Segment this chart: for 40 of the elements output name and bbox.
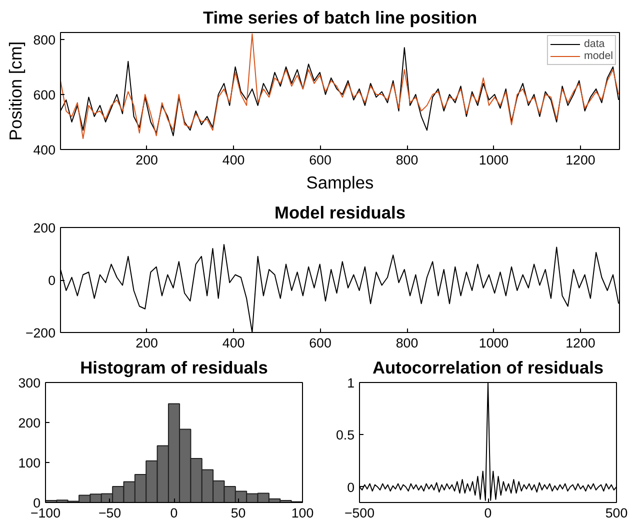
x-axis-title: Samples <box>306 172 374 192</box>
y-tick-label: 0 <box>33 496 41 510</box>
y-tick-label: 300 <box>18 376 41 390</box>
x-tick-label: 0 <box>484 506 492 520</box>
x-tick-label: 800 <box>396 336 418 350</box>
legend-label: model <box>584 50 613 62</box>
chart-title: Time series of batch line position <box>202 8 478 28</box>
chart-title: Autocorrelation of residuals <box>372 358 604 378</box>
x-tick-label: 600 <box>309 336 332 350</box>
x-tick-label: 400 <box>222 336 245 350</box>
x-tick-label: 1200 <box>566 152 596 168</box>
x-tick-label: 800 <box>396 152 418 168</box>
y-tick-label: 400 <box>33 142 56 158</box>
x-tick-label: −50 <box>98 506 122 520</box>
y-tick-label: −200 <box>25 326 56 340</box>
chart-title: Histogram of residuals <box>80 358 268 378</box>
y-tick-label: 0 <box>48 273 56 288</box>
x-tick-label: 500 <box>605 506 628 520</box>
x-tick-label: 1200 <box>566 336 596 350</box>
y-tick-label: 0.5 <box>336 428 355 443</box>
x-tick-label: 600 <box>309 152 332 168</box>
x-tick-label: 1000 <box>478 152 509 168</box>
y-tick-label: 200 <box>18 416 41 430</box>
x-tick-label: 100 <box>291 506 314 520</box>
x-tick-label: 0 <box>170 506 178 520</box>
x-tick-label: −500 <box>344 506 375 520</box>
y-tick-label: 800 <box>33 32 56 48</box>
chart-title: Model residuals <box>274 202 406 222</box>
x-tick-label: 200 <box>136 336 158 350</box>
y-axis-title: Position [cm] <box>5 41 26 141</box>
y-tick-label: 100 <box>18 456 41 470</box>
y-tick-label: 600 <box>33 87 56 102</box>
x-tick-label: 400 <box>222 152 245 168</box>
legend-label: data <box>584 38 605 50</box>
y-tick-label: 0 <box>347 480 355 495</box>
y-tick-label: 1 <box>347 376 355 390</box>
y-tick-label: 200 <box>33 220 56 236</box>
x-tick-label: 50 <box>230 506 246 520</box>
x-tick-label: 200 <box>136 152 158 168</box>
x-tick-label: 1000 <box>478 336 509 350</box>
